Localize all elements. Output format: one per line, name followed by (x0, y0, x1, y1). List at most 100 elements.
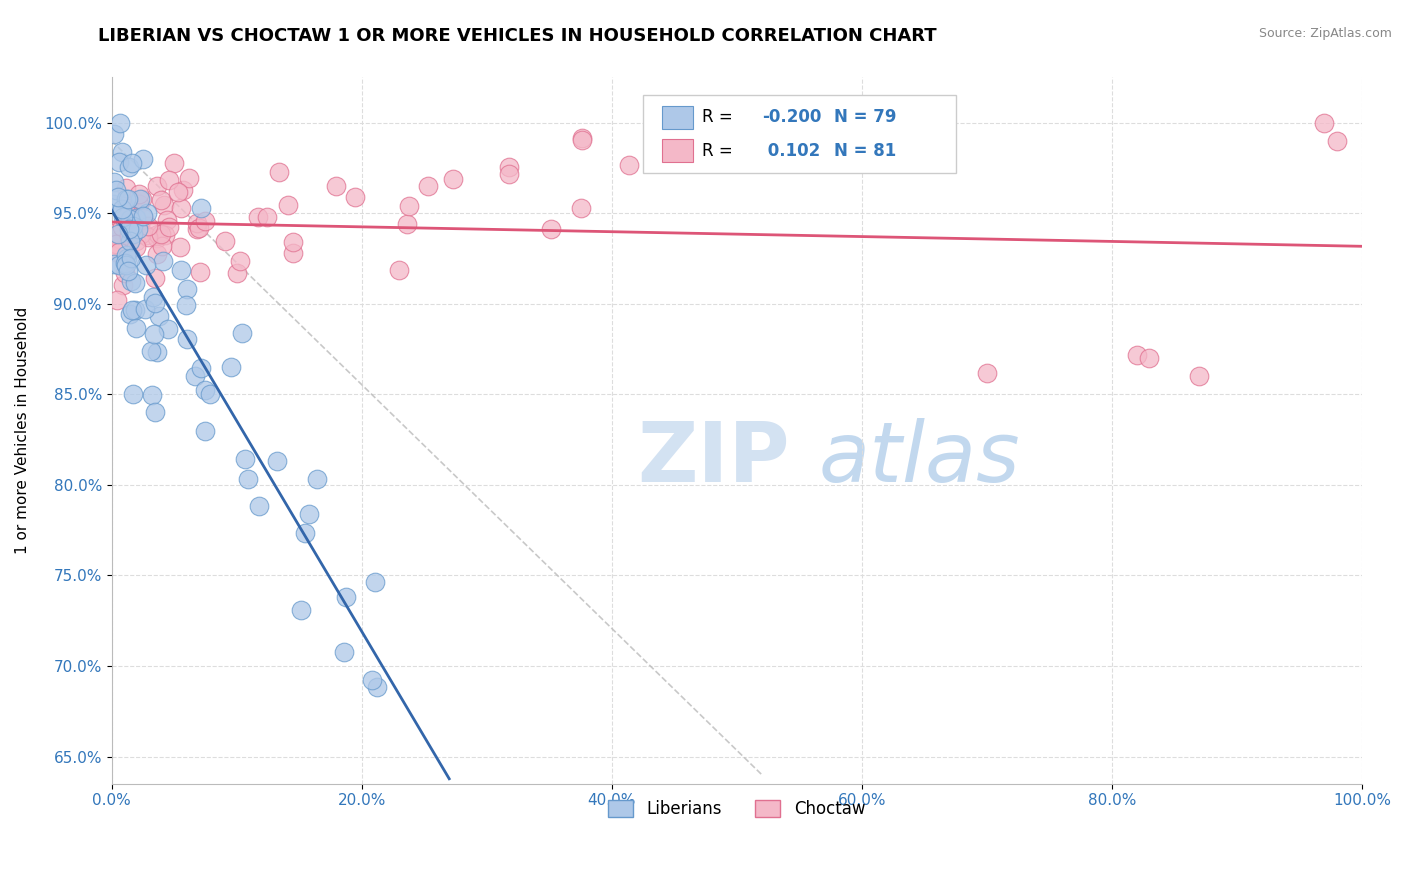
Liberians (141, 388, 163, 402)
Liberians (120, 211, 142, 226)
Choctaw (153, 227, 176, 242)
Liberians (110, 202, 132, 217)
FancyBboxPatch shape (662, 139, 693, 162)
Choctaw (146, 231, 169, 245)
Liberians (333, 645, 356, 659)
Liberians (107, 155, 129, 169)
Choctaw (1326, 134, 1348, 148)
Choctaw (143, 271, 166, 285)
Liberians (266, 454, 288, 468)
Liberians (122, 387, 145, 401)
Liberians (148, 310, 170, 324)
Choctaw (388, 263, 411, 277)
Choctaw (569, 201, 592, 215)
Choctaw (128, 186, 150, 201)
Choctaw (150, 194, 173, 208)
Choctaw (228, 254, 250, 268)
Liberians (121, 219, 143, 234)
Liberians (124, 277, 146, 291)
Liberians (108, 258, 131, 272)
Choctaw (157, 220, 180, 235)
Text: LIBERIAN VS CHOCTAW 1 OR MORE VEHICLES IN HOUSEHOLD CORRELATION CHART: LIBERIAN VS CHOCTAW 1 OR MORE VEHICLES I… (98, 27, 936, 45)
Liberians (233, 451, 256, 466)
FancyBboxPatch shape (662, 105, 693, 128)
Choctaw (129, 227, 152, 241)
Choctaw (418, 178, 440, 193)
Choctaw (281, 235, 304, 249)
Liberians (111, 145, 134, 160)
Choctaw (114, 266, 136, 280)
Liberians (103, 127, 125, 141)
Choctaw (146, 227, 169, 242)
Choctaw (398, 199, 420, 213)
Liberians (117, 192, 139, 206)
Text: N = 81: N = 81 (834, 142, 897, 160)
Choctaw (172, 183, 194, 197)
Liberians (103, 257, 125, 271)
Liberians (142, 326, 165, 341)
Choctaw (344, 189, 367, 203)
Liberians (120, 251, 142, 265)
Choctaw (114, 180, 136, 194)
Choctaw (131, 193, 153, 207)
Choctaw (108, 232, 131, 246)
Choctaw (540, 222, 562, 236)
Choctaw (617, 157, 640, 171)
Choctaw (125, 240, 148, 254)
Choctaw (1139, 351, 1161, 366)
Choctaw (150, 239, 173, 253)
Liberians (115, 251, 138, 265)
Liberians (194, 383, 217, 397)
Liberians (134, 301, 156, 316)
Liberians (152, 254, 174, 268)
Liberians (129, 192, 152, 206)
Liberians (115, 192, 138, 206)
Choctaw (167, 185, 190, 199)
Choctaw (186, 221, 208, 235)
Choctaw (111, 219, 134, 234)
Legend: Liberians, Choctaw: Liberians, Choctaw (602, 793, 872, 825)
Choctaw (976, 366, 998, 380)
Liberians (157, 322, 180, 336)
Liberians (122, 227, 145, 241)
Liberians (290, 602, 312, 616)
Text: 0.102: 0.102 (762, 142, 820, 160)
Liberians (125, 321, 148, 335)
Choctaw (267, 165, 290, 179)
Liberians (190, 361, 212, 376)
Liberians (125, 211, 148, 225)
Liberians (136, 206, 159, 220)
Liberians (107, 189, 129, 203)
Liberians (184, 369, 207, 384)
Liberians (101, 197, 124, 211)
Text: ZIP: ZIP (637, 418, 789, 500)
Choctaw (146, 178, 169, 193)
Liberians (247, 499, 270, 513)
Choctaw (194, 214, 217, 228)
Choctaw (1313, 116, 1336, 130)
FancyBboxPatch shape (643, 95, 956, 173)
Choctaw (125, 234, 148, 248)
Liberians (176, 332, 198, 346)
Liberians (174, 298, 197, 312)
Choctaw (1188, 369, 1211, 384)
Liberians (238, 472, 260, 486)
Y-axis label: 1 or more Vehicles in Household: 1 or more Vehicles in Household (15, 307, 30, 554)
Choctaw (169, 240, 191, 254)
Choctaw (170, 201, 193, 215)
Choctaw (153, 198, 176, 212)
Choctaw (124, 194, 146, 208)
Liberians (364, 575, 387, 590)
Liberians (219, 359, 242, 374)
Choctaw (277, 198, 299, 212)
Liberians (111, 202, 134, 216)
Choctaw (114, 212, 136, 227)
Text: -0.200: -0.200 (762, 108, 821, 126)
Liberians (124, 303, 146, 318)
Liberians (297, 507, 319, 521)
Liberians (143, 405, 166, 419)
Choctaw (246, 211, 269, 225)
Choctaw (117, 239, 139, 253)
Text: N = 79: N = 79 (834, 108, 897, 126)
Choctaw (145, 247, 167, 261)
